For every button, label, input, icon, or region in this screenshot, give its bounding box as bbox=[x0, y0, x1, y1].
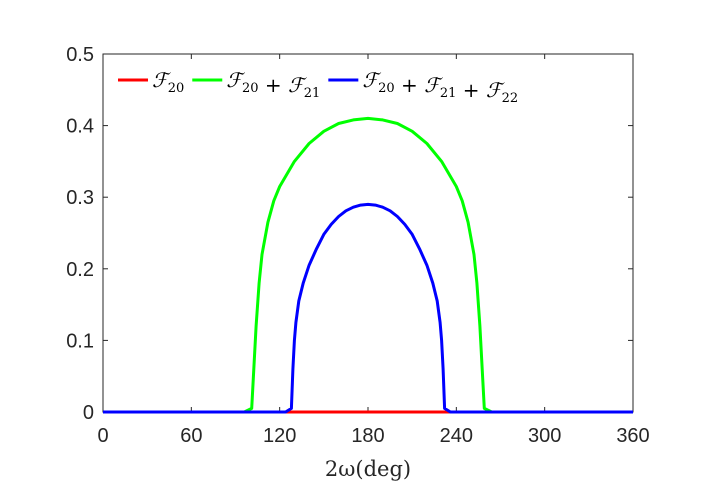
x-tick-label: 300 bbox=[528, 425, 561, 447]
y-tick-label: 0.4 bbox=[66, 116, 94, 138]
y-tick-label: 0 bbox=[83, 402, 94, 424]
x-axis-label: 2ω(deg) bbox=[325, 457, 411, 481]
series-line-1 bbox=[103, 116, 633, 414]
y-tick-label: 0.1 bbox=[66, 330, 94, 352]
y-tick-label: 0.2 bbox=[66, 259, 94, 281]
x-axis: 0 60 120 180 240 300 360 bbox=[97, 54, 650, 447]
x-tick-label: 240 bbox=[440, 425, 473, 447]
y-tick-label: 0.5 bbox=[66, 44, 94, 66]
x-tick-label: 360 bbox=[616, 425, 649, 447]
x-tick-label: 60 bbox=[180, 425, 202, 447]
x-tick-label: 120 bbox=[263, 425, 296, 447]
x-tick-label: 180 bbox=[351, 425, 384, 447]
legend-label-1: ℱ20 + ℱ21 bbox=[226, 68, 320, 101]
plot-frame bbox=[102, 53, 634, 413]
plot-area: 0 60 120 180 240 300 360 0 0.1 0.2 0.3 0.4 0.5 bbox=[66, 44, 650, 447]
series-line-2 bbox=[103, 202, 633, 414]
legend-label-0: ℱ20 bbox=[152, 68, 184, 96]
legend-label-2: ℱ20 + ℱ21 + ℱ22 bbox=[362, 68, 518, 106]
y-tick-label: 0.3 bbox=[66, 187, 94, 209]
x-tick-label: 0 bbox=[97, 425, 108, 447]
series-layer bbox=[103, 116, 633, 414]
y-axis: 0 0.1 0.2 0.3 0.4 0.5 bbox=[66, 44, 633, 424]
legend: ℱ20 ℱ20 + ℱ21 ℱ20 + ℱ21 + ℱ22 bbox=[118, 68, 518, 106]
